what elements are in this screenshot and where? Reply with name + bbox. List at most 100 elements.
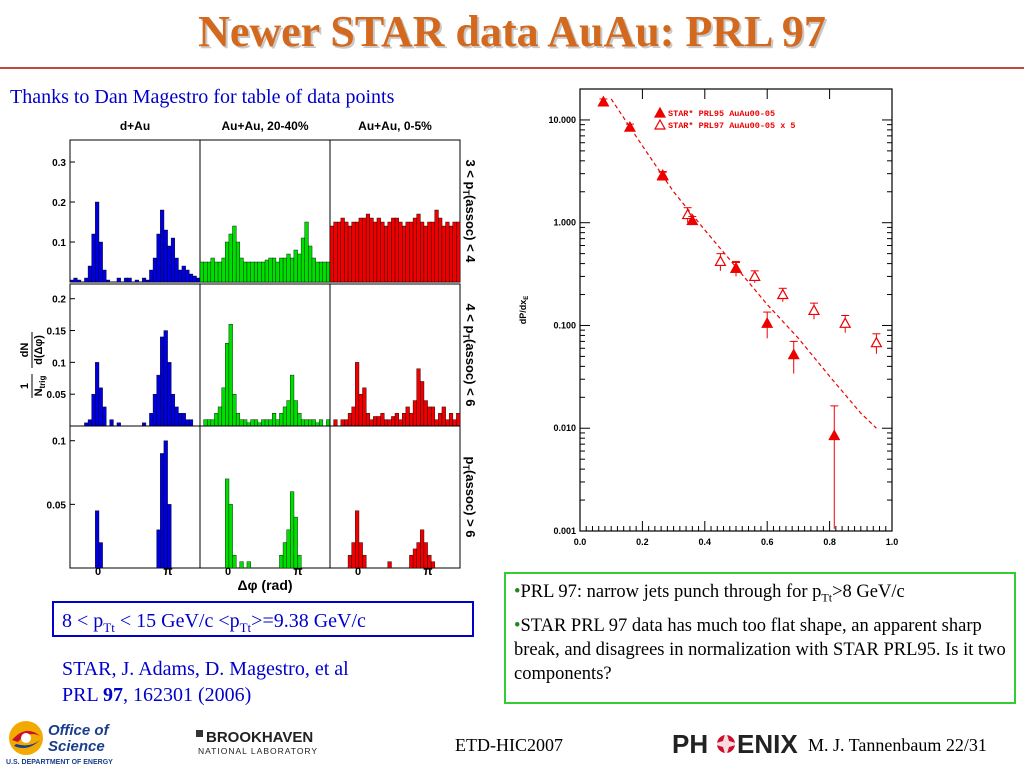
- cuts-text-1: 8 < p: [62, 610, 104, 632]
- prl97-point: [714, 255, 727, 267]
- histogram-bar: [337, 221, 342, 283]
- azimuthal-correlation-figure: d+Au Au+Au, 20-40% Au+Au, 0-5% 0.3 0.2 0.1 3 <…: [10, 112, 488, 597]
- histogram-bar: [282, 542, 287, 569]
- y-tick-label: 0.1: [52, 238, 66, 249]
- citation-volume: 97: [102, 684, 123, 706]
- histogram-bar: [239, 561, 244, 569]
- histogram-bar: [214, 261, 219, 283]
- histogram-bar: [456, 221, 461, 283]
- histogram-bar: [358, 393, 363, 427]
- title-divider: [0, 67, 1024, 69]
- legend-marker-prl95: [653, 106, 667, 118]
- prl97-point: [870, 336, 883, 348]
- histogram-bar: [73, 277, 78, 283]
- histogram-bar: [181, 265, 186, 283]
- histogram-bar: [398, 221, 403, 283]
- histogram-bar: [409, 555, 414, 569]
- histogram-bar: [160, 336, 165, 427]
- histogram-bar: [98, 241, 103, 283]
- histogram-bar: [420, 221, 425, 283]
- histogram-bar: [84, 277, 89, 283]
- panel-frame: [69, 283, 201, 427]
- histogram-bar: [102, 269, 107, 283]
- panel-frame: [69, 425, 201, 569]
- histogram-bar: [69, 279, 74, 283]
- legend-label-prl97: STAR* PRL97 AuAu00-05 x 5: [668, 121, 796, 131]
- histogram-bar: [383, 225, 389, 283]
- histogram-bar: [333, 419, 338, 427]
- histogram-bar: [268, 419, 273, 427]
- prl95-point: [828, 429, 841, 441]
- histogram-bar: [282, 257, 287, 283]
- histogram-bar: [293, 249, 298, 283]
- histogram-bar: [362, 387, 367, 427]
- histogram-bar: [290, 374, 295, 427]
- row-label-part: 4 < p: [463, 303, 478, 333]
- histogram-bar: [387, 419, 392, 427]
- y-label-dphi: d(Δφ): [33, 335, 45, 365]
- histogram-bar: [199, 261, 204, 283]
- histogram-bar: [315, 261, 320, 283]
- histogram-bar: [217, 406, 222, 427]
- office-of-science-logo: Office of Science U.S. DEPARTMENT OF ENE…: [6, 721, 113, 766]
- x-tick-label: π: [423, 564, 432, 578]
- y-tick-label: 0.1: [52, 437, 66, 448]
- x-tick-label: 0.6: [761, 537, 774, 547]
- histogram-bar: [456, 413, 461, 427]
- histogram-bar: [235, 241, 241, 283]
- histogram-bar: [253, 419, 259, 427]
- y-tick-label: 0.3: [52, 158, 66, 169]
- brookhaven-logo: BROOKHAVEN NATIONAL LABORATORY: [196, 729, 317, 756]
- histogram-bar: [441, 225, 446, 283]
- y-tick-label: 0.15: [47, 327, 67, 338]
- histogram-bar: [286, 400, 291, 427]
- histogram-bar: [355, 362, 360, 427]
- histogram-bar: [174, 257, 179, 283]
- histogram-bar: [311, 419, 316, 427]
- row-label-sub: T: [461, 333, 471, 339]
- x-tick-label: 0.8: [823, 537, 836, 547]
- prl95-point: [761, 317, 774, 328]
- histogram-bar: [373, 221, 378, 283]
- phenix-star-icon: [713, 731, 739, 757]
- histogram-bar: [246, 561, 251, 569]
- histogram-bar: [217, 261, 222, 283]
- histogram-bar: [347, 555, 352, 569]
- histogram-bar: [308, 245, 313, 283]
- histogram-bar: [358, 217, 363, 283]
- histogram-bar: [304, 419, 309, 427]
- histogram-bar: [369, 217, 374, 283]
- histogram-bar: [438, 217, 443, 283]
- footer-author-page: M. J. Tannenbaum 22/31: [808, 735, 987, 755]
- y-tick-label: 0.05: [47, 390, 67, 401]
- y-label-trig: trig: [38, 375, 47, 388]
- histogram-bar: [160, 453, 165, 569]
- histogram-bar: [387, 561, 392, 569]
- histogram-bar: [77, 279, 82, 283]
- histogram-bar: [300, 237, 306, 283]
- histogram-bar: [264, 259, 269, 283]
- histogram-bar: [149, 269, 154, 283]
- panel-frame: [329, 283, 461, 427]
- prl97-point: [807, 304, 821, 316]
- histogram-bar: [362, 555, 367, 569]
- bullet-item: •STAR PRL 97 data has much too flat shap…: [514, 614, 1006, 686]
- histogram-bar: [188, 419, 194, 427]
- y-tick-label: 0.001: [553, 526, 576, 536]
- histogram-bar: [160, 209, 165, 283]
- histogram-bar: [163, 330, 168, 427]
- histogram-bar: [156, 374, 161, 427]
- x-tick-label: 0.2: [636, 537, 649, 547]
- histogram-bar: [207, 419, 212, 427]
- histogram-bar: [228, 233, 233, 283]
- citation: STAR, J. Adams, D. Magestro, et al PRL 9…: [62, 656, 349, 708]
- histogram-bar: [416, 213, 421, 283]
- histogram-bar: [416, 368, 421, 427]
- histogram-bar: [203, 419, 208, 427]
- histogram-bar: [297, 555, 302, 569]
- prl95-point: [787, 348, 800, 360]
- citation-pages: , 162301 (2006): [122, 684, 252, 706]
- histogram-bar: [181, 413, 186, 427]
- histogram-bar: [398, 419, 403, 427]
